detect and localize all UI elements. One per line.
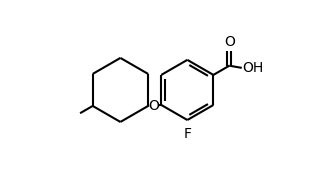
Text: OH: OH (243, 61, 264, 75)
Text: F: F (183, 127, 191, 141)
Text: O: O (224, 35, 235, 49)
Text: O: O (149, 99, 159, 112)
